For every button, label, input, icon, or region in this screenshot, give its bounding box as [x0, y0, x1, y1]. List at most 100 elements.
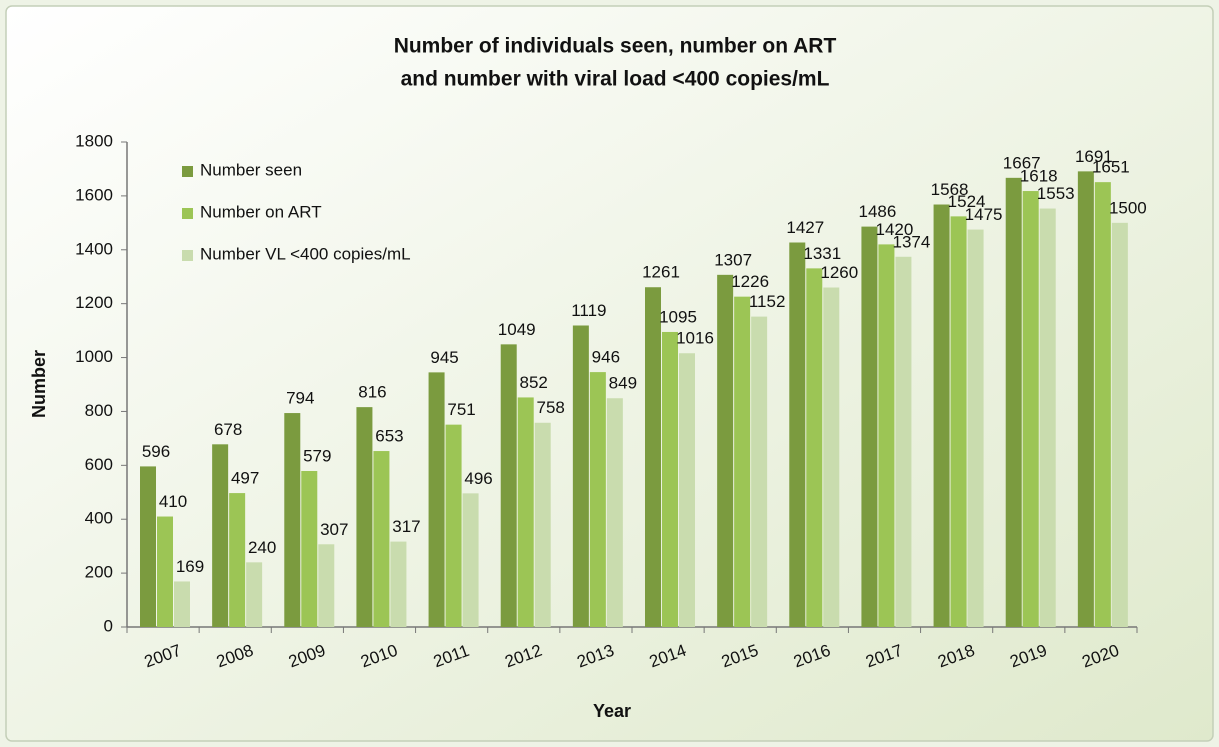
bar — [806, 268, 823, 627]
value-label: 1486 — [859, 202, 897, 221]
bar — [517, 397, 534, 627]
bar — [246, 562, 263, 627]
bar — [390, 541, 407, 627]
value-label: 1553 — [1037, 184, 1075, 203]
bar — [1111, 222, 1128, 628]
chart-title: and number with viral load <400 copies/m… — [401, 68, 830, 91]
y-tick-label: 800 — [85, 401, 113, 420]
value-label: 1307 — [714, 250, 752, 269]
value-label: 496 — [464, 469, 492, 488]
bar — [878, 244, 895, 627]
value-label: 653 — [375, 427, 403, 446]
bar — [1005, 177, 1022, 627]
legend-label: Number VL <400 copies/mL — [200, 244, 411, 263]
legend-label: Number seen — [200, 160, 302, 179]
chart-title: Number of individuals seen, number on AR… — [394, 35, 837, 58]
value-label: 240 — [248, 538, 276, 557]
bar — [861, 226, 878, 627]
value-label: 1618 — [1020, 167, 1058, 186]
value-label: 1331 — [803, 244, 841, 263]
bar — [572, 325, 589, 627]
bar — [1022, 191, 1039, 628]
value-label: 758 — [537, 398, 565, 417]
value-label: 1524 — [948, 192, 986, 211]
value-label: 1049 — [498, 320, 536, 339]
y-tick-label: 1000 — [75, 347, 113, 366]
y-tick-label: 600 — [85, 455, 113, 474]
value-label: 849 — [609, 374, 637, 393]
bar — [823, 287, 840, 627]
value-label: 1226 — [731, 272, 769, 291]
value-label: 1427 — [786, 218, 824, 237]
bar — [284, 413, 301, 627]
bar — [1094, 182, 1111, 627]
bar — [500, 344, 517, 627]
bar — [229, 493, 246, 627]
bar — [301, 470, 318, 627]
value-label: 1667 — [1003, 153, 1041, 172]
value-label: 1016 — [676, 329, 714, 348]
value-label: 596 — [142, 442, 170, 461]
value-label: 410 — [159, 492, 187, 511]
bar — [606, 398, 623, 627]
bar — [356, 407, 373, 627]
bar — [662, 331, 678, 627]
x-axis-title: Year — [593, 701, 631, 721]
y-tick-label: 1600 — [75, 185, 113, 204]
bar — [679, 353, 695, 627]
value-label: 1119 — [571, 301, 606, 320]
value-label: 816 — [358, 383, 386, 402]
value-label: 946 — [592, 348, 620, 367]
y-tick-label: 1800 — [75, 131, 113, 150]
bar — [895, 256, 912, 627]
bar — [174, 581, 190, 627]
value-label: 678 — [214, 420, 242, 439]
bar — [462, 493, 479, 627]
value-label: 1420 — [876, 220, 914, 239]
value-label: 317 — [392, 517, 420, 536]
legend-swatch — [182, 250, 193, 261]
y-tick-label: 200 — [85, 563, 113, 582]
bar — [1077, 171, 1094, 627]
bar — [933, 204, 950, 627]
value-label: 1260 — [820, 263, 858, 282]
bar — [140, 466, 156, 627]
value-label: 945 — [430, 348, 458, 367]
bar — [950, 216, 967, 627]
legend-swatch — [182, 208, 193, 219]
value-label: 1651 — [1092, 158, 1130, 177]
bar — [751, 316, 768, 627]
value-label: 1261 — [642, 263, 680, 282]
value-label: 1152 — [749, 292, 786, 311]
value-label: 1691 — [1075, 147, 1113, 166]
value-label: 751 — [447, 400, 475, 419]
bar — [589, 372, 606, 627]
y-axis-title: Number — [29, 350, 49, 418]
value-label: 794 — [286, 389, 314, 408]
bar — [789, 242, 806, 627]
bar — [717, 274, 734, 627]
bar — [318, 544, 335, 627]
value-label: 169 — [176, 557, 204, 576]
value-label: 1475 — [965, 205, 1003, 224]
bar — [157, 516, 173, 627]
bar — [967, 229, 984, 627]
bar — [445, 424, 462, 627]
bar — [734, 296, 751, 627]
value-label: 1095 — [659, 307, 697, 326]
bar — [428, 372, 445, 627]
value-label: 1374 — [893, 232, 931, 251]
legend-swatch — [182, 166, 193, 177]
bar — [212, 444, 229, 627]
y-tick-label: 400 — [85, 509, 113, 528]
value-label: 307 — [320, 520, 348, 539]
bar — [534, 422, 551, 627]
bar — [1039, 208, 1056, 627]
bar — [645, 287, 661, 627]
y-tick-label: 1200 — [75, 293, 113, 312]
y-tick-label: 1400 — [75, 239, 113, 258]
bar — [373, 451, 390, 627]
value-label: 1568 — [931, 180, 969, 199]
value-label: 1500 — [1109, 198, 1147, 217]
